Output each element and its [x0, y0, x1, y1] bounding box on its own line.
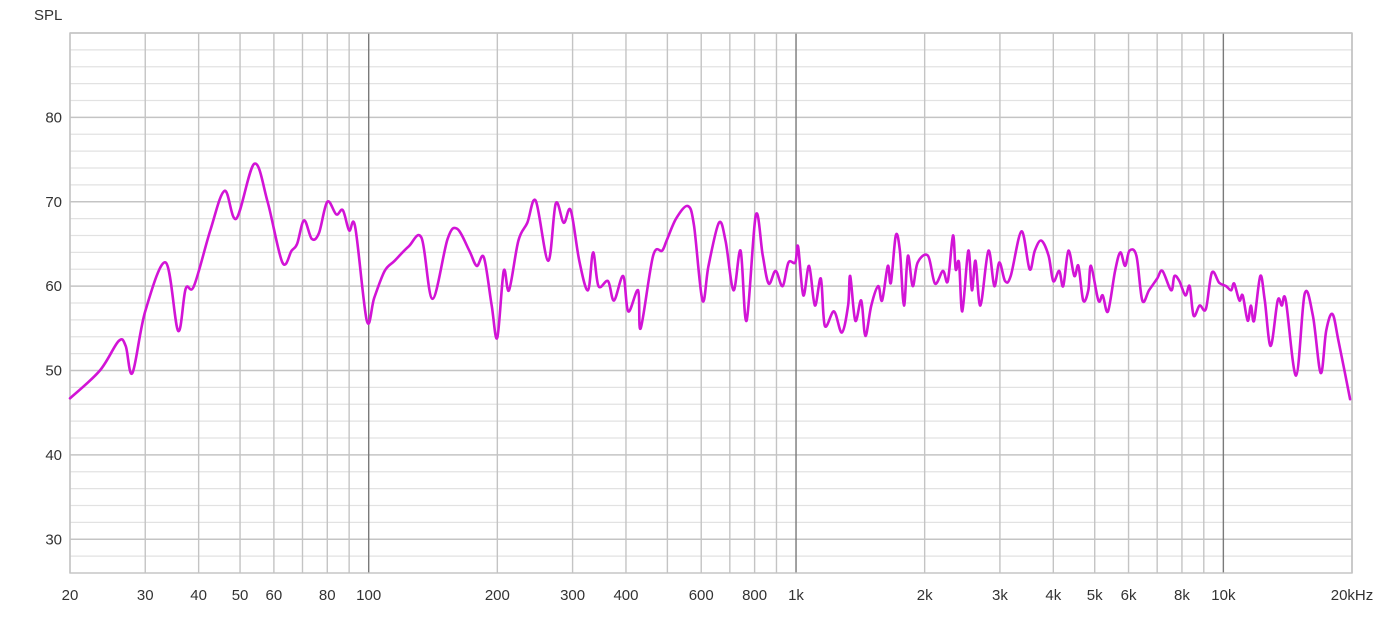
x-tick-label: 2k [917, 587, 933, 604]
y-axis-label: SPL [34, 7, 62, 24]
plot-border [69, 32, 1353, 574]
x-tick-label: 30 [137, 587, 154, 604]
x-tick-label: 400 [613, 587, 638, 604]
x-tick-label: 60 [266, 587, 283, 604]
x-tick-label: 1k [788, 587, 804, 604]
x-axis-ticks: 20 30 40 50 60 80 100 200 300 400 600 800 1k 2k 3k 4k 5k… [62, 587, 1374, 604]
x-tick-label: 5k [1087, 587, 1103, 604]
x-tick-label: 800 [742, 587, 767, 604]
x-tick-label: 4k [1045, 587, 1061, 604]
x-tick-label: 10k [1211, 587, 1236, 604]
y-axis-ticks: 30 40 50 60 70 80 [45, 109, 62, 548]
x-tick-label: 50 [232, 587, 249, 604]
y-tick-label: 70 [45, 194, 62, 211]
x-tick-label: 40 [190, 587, 207, 604]
x-tick-label: 20 [62, 587, 79, 604]
x-tick-label: 300 [560, 587, 585, 604]
x-tick-label: 6k [1121, 587, 1137, 604]
x-tick-label: 20kHz [1331, 587, 1374, 604]
y-tick-label: 30 [45, 531, 62, 548]
x-tick-label: 200 [485, 587, 510, 604]
x-tick-label: 3k [992, 587, 1008, 604]
x-tick-label: 8k [1174, 587, 1190, 604]
y-tick-label: 60 [45, 278, 62, 295]
x-tick-label: 100 [356, 587, 381, 604]
y-tick-label: 40 [45, 447, 62, 464]
x-tick-label: 600 [689, 587, 714, 604]
x-tick-label: 80 [319, 587, 336, 604]
y-tick-label: 50 [45, 363, 62, 380]
grid [69, 32, 1353, 574]
spl-curve [68, 162, 1352, 401]
y-tick-label: 80 [45, 109, 62, 126]
